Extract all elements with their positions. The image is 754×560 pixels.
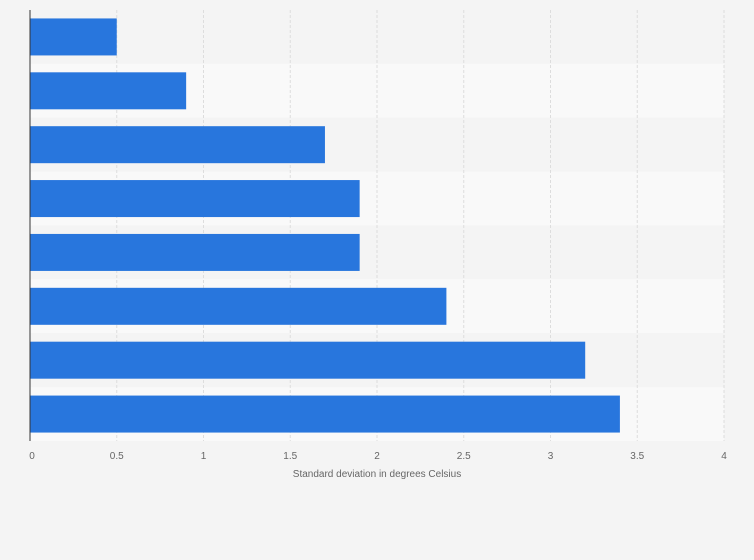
bars — [30, 18, 620, 433]
bar-2 — [30, 72, 187, 110]
x-tick-labels: 0 0.5 1 1.5 2 2.5 3 3.5 4 — [29, 451, 727, 462]
x-tick-label: 4 — [721, 451, 727, 462]
bar-3 — [30, 126, 325, 164]
bar-7 — [30, 341, 586, 379]
bar-5 — [30, 233, 360, 271]
bar-6 — [30, 287, 447, 325]
x-tick-label: 3.5 — [630, 451, 644, 462]
x-tick-label: 1 — [201, 451, 207, 462]
x-tick-label: 2.5 — [457, 451, 471, 462]
x-tick-label: 0 — [29, 451, 35, 462]
x-tick-label: 1.5 — [283, 451, 297, 462]
x-axis-title: Standard deviation in degrees Celsius — [293, 469, 461, 480]
bar-8 — [30, 395, 620, 433]
x-tick-label: 0.5 — [110, 451, 124, 462]
x-tick-label: 3 — [548, 451, 554, 462]
bar-1 — [30, 18, 117, 56]
x-tick-label: 2 — [374, 451, 380, 462]
bar-4 — [30, 180, 360, 218]
